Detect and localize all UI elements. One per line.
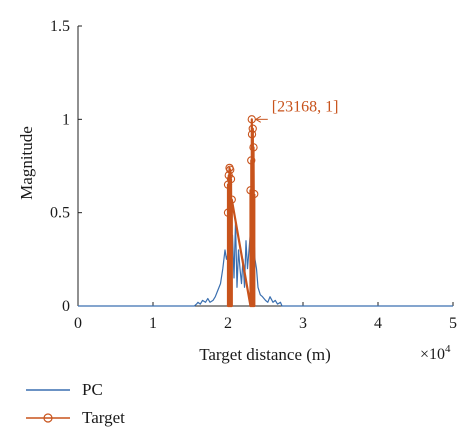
series-line-target [226,118,256,308]
x-multiplier-exp: 4 [445,343,451,355]
x-tick-label: 0 [74,315,82,332]
target-marker [247,156,256,165]
x-multiplier-base: ×10 [420,346,445,363]
legend-item-target: Target [24,408,125,428]
x-multiplier: ×104 [420,343,451,363]
series-line-pc [78,221,453,307]
legend: PC Target [0,372,200,432]
legend-swatch-target [24,408,72,428]
y-tick-label: 1.5 [50,18,70,35]
annotation-arrowhead [254,115,262,123]
target-marker [247,130,257,139]
x-tick-label: 1 [149,315,157,332]
y-tick-label: 0.5 [50,205,70,222]
target-marker [226,165,235,174]
annotation-label: [23168, 1] [272,98,339,115]
x-tick-label: 5 [449,315,457,332]
target-marker [249,143,258,152]
x-tick-label: 3 [299,315,307,332]
target-marker [248,124,257,133]
y-axis-label: Magnitude [17,126,36,200]
y-tick-label: 0 [62,298,70,315]
x-tick-label: 2 [224,315,232,332]
annotation: [23168, 1] [254,98,339,123]
legend-item-pc: PC [24,380,103,400]
target-marker [250,189,259,199]
legend-label-target: Target [82,408,125,427]
target-marker [226,174,236,184]
y-axis: 0 0.5 1 1.5 [50,18,82,315]
target-marker [223,208,233,217]
legend-swatch-pc [24,380,72,400]
target-marker [227,195,236,204]
x-tick-label: 4 [374,315,382,332]
x-axis-label: Target distance (m) [199,345,331,364]
plot-lines [78,115,453,308]
legend-label-pc: PC [82,380,103,399]
y-tick-label: 1 [62,111,70,128]
